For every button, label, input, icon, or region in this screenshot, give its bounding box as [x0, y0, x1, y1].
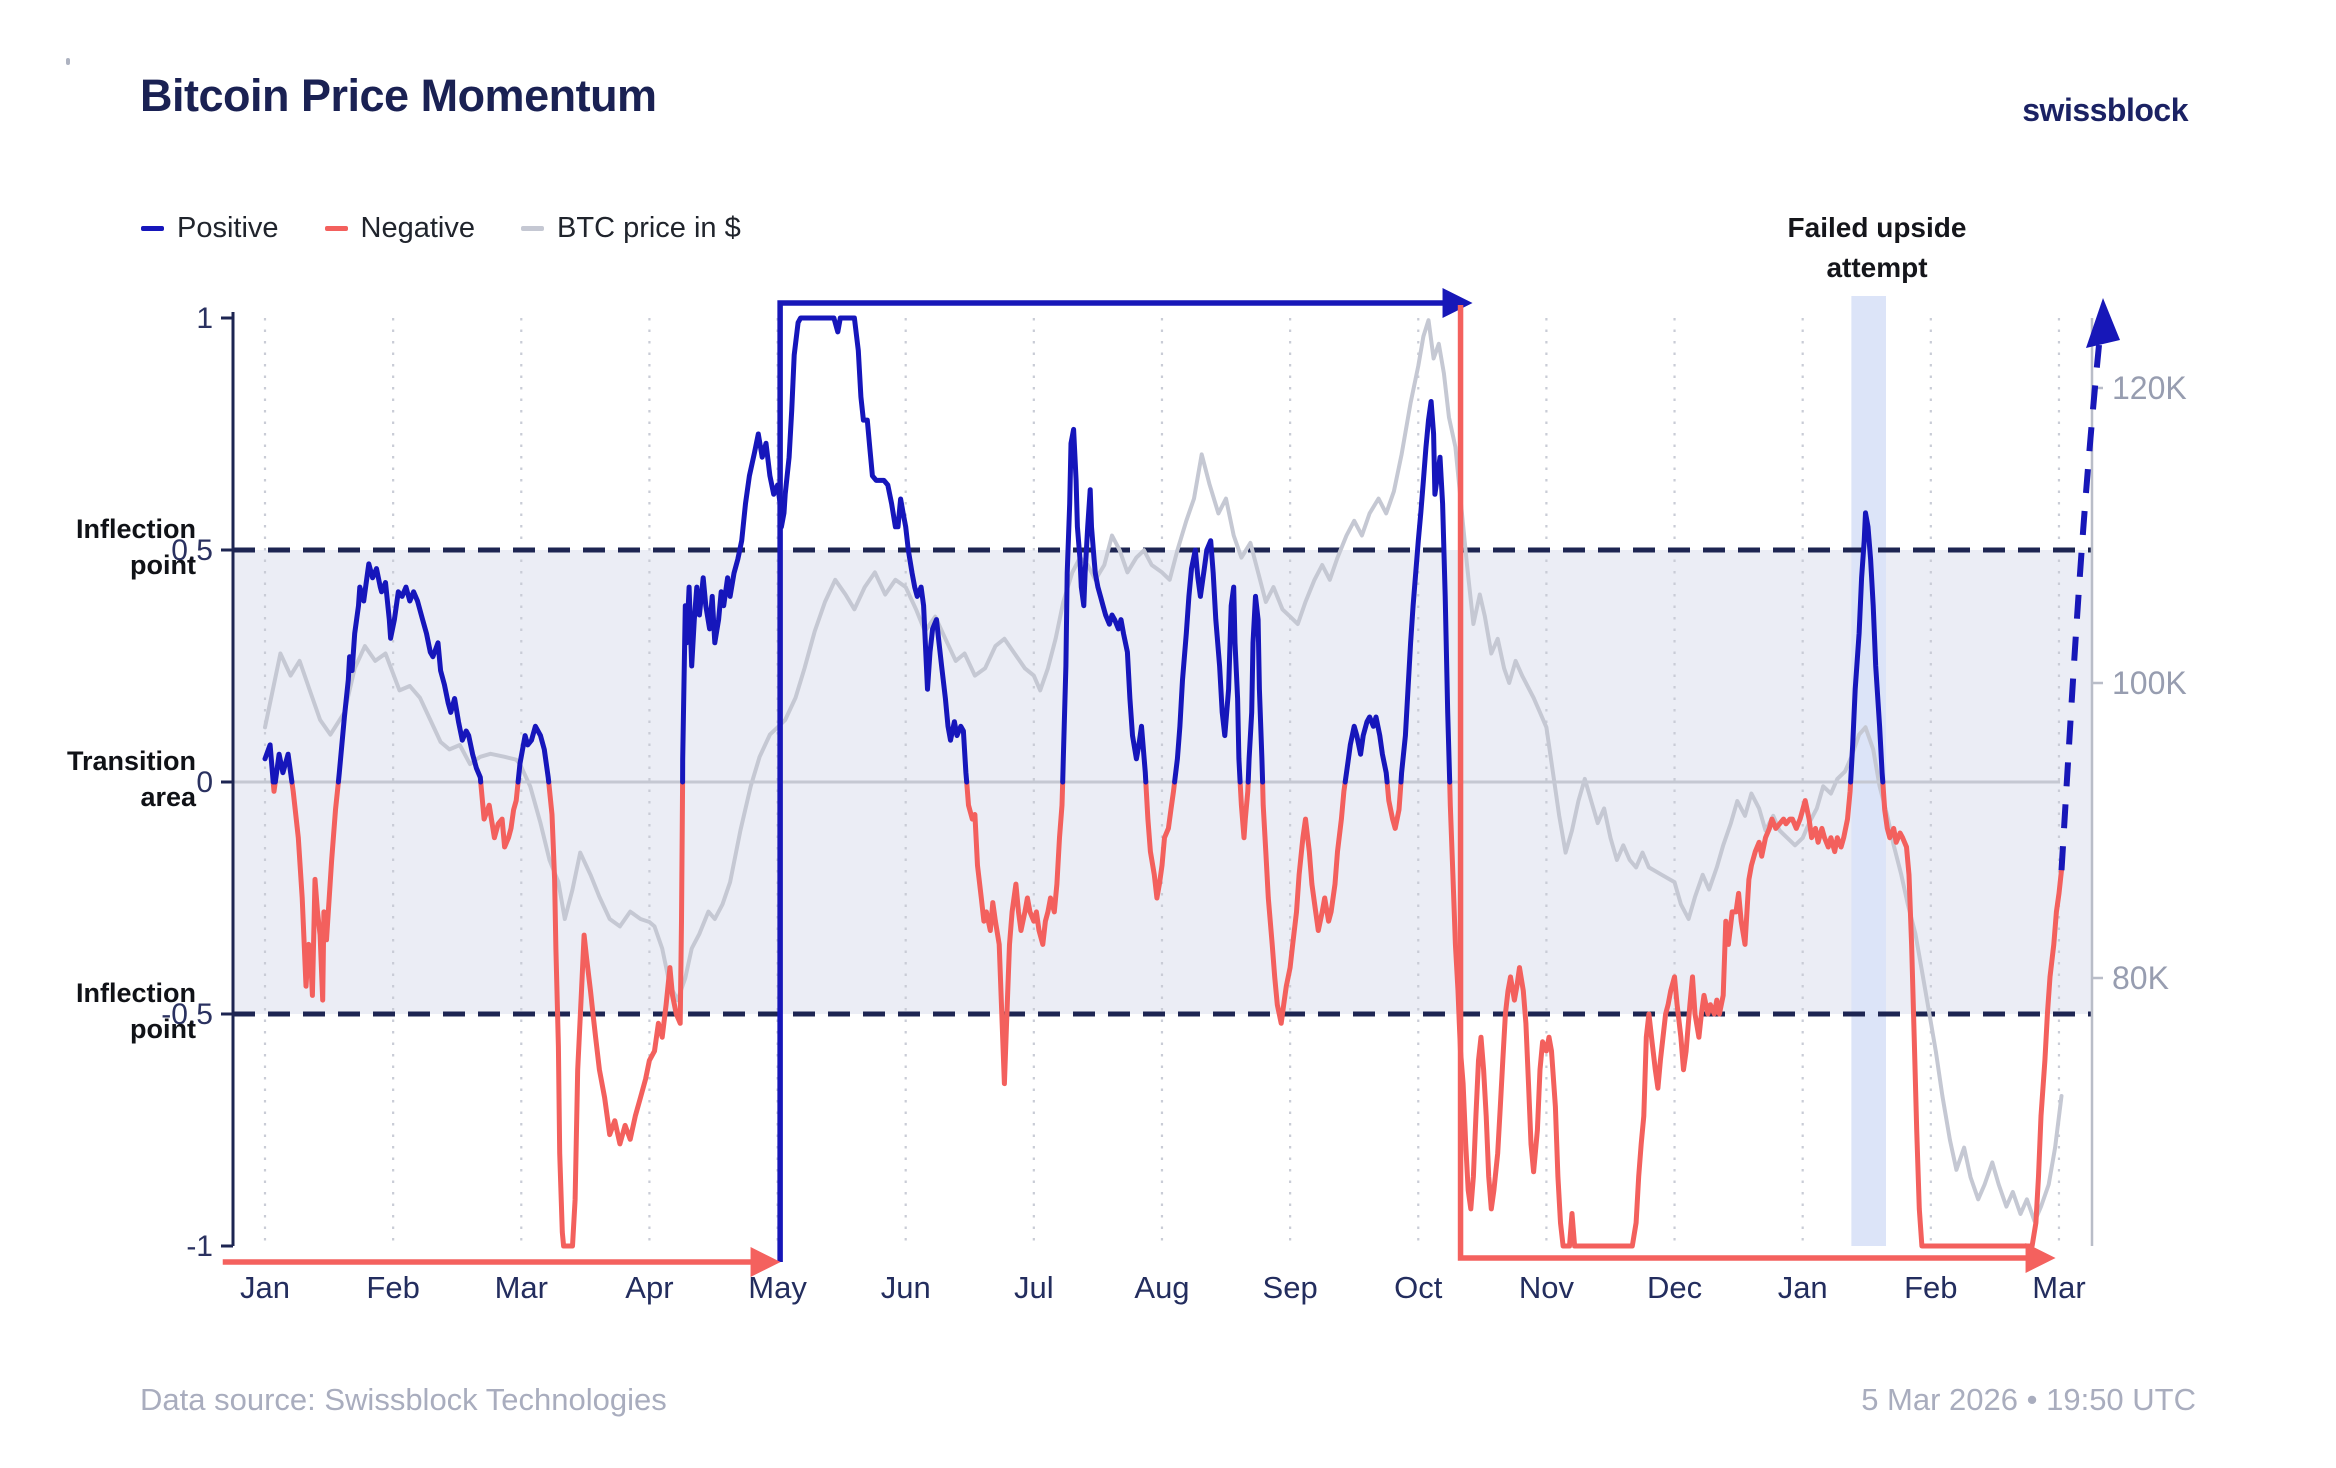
timestamp-text: 5 Mar 2026 • 19:50 UTC	[1861, 1382, 2196, 1417]
x-axis-label: Aug	[1134, 1270, 1189, 1305]
axis-annotation-line2: point	[130, 550, 196, 580]
right-axis-tick-label: 120K	[2112, 370, 2187, 406]
x-axis-label: Jul	[1014, 1270, 1054, 1305]
left-axis-tick-label: -1	[186, 1230, 213, 1263]
x-axis-label: Apr	[625, 1270, 673, 1305]
x-axis-label: Nov	[1519, 1270, 1575, 1305]
x-axis-label: Feb	[1904, 1270, 1957, 1305]
x-axis-label: Jan	[1778, 1270, 1828, 1305]
legend-label: BTC price in $	[557, 212, 741, 244]
btc-price-line	[263, 318, 2064, 1224]
x-axis-label: Dec	[1647, 1270, 1702, 1305]
legend-item-negative: Negative	[324, 212, 476, 245]
axis-annotation-line1: Inflection	[76, 514, 196, 544]
swissblock-logo: swissblock	[2022, 92, 2188, 128]
red-arrowhead-2	[2025, 1243, 2056, 1273]
red-arrowhead-1	[750, 1247, 781, 1277]
blue-span-line	[777, 300, 1445, 1262]
x-axis-label: Oct	[1394, 1270, 1443, 1305]
axis-annotation-line2: area	[140, 782, 197, 812]
left-axis-tick-label: 0	[196, 766, 213, 799]
blue-arrowhead	[1442, 288, 1473, 318]
failed-upside-line1: Failed upside	[1787, 212, 1967, 243]
page-title: Bitcoin Price Momentum	[140, 70, 657, 121]
failed-upside-line2: attempt	[1826, 252, 1928, 283]
x-axis-label: Feb	[366, 1270, 419, 1305]
x-axis-label: Jan	[240, 1270, 290, 1305]
projection-dashed-line	[2058, 344, 2102, 871]
momentum-negative-line	[270, 779, 2064, 1249]
right-axis-tick-label: 80K	[2112, 960, 2169, 996]
x-axis-label: May	[748, 1270, 807, 1305]
legend-item-btc-price-in-: BTC price in $	[521, 212, 741, 245]
legend-dash-icon	[141, 226, 164, 231]
legend-item-positive: Positive	[141, 212, 279, 245]
red-span2-line	[1457, 305, 2028, 1261]
legend-label: Positive	[177, 212, 279, 244]
x-axis-label: Mar	[2032, 1270, 2085, 1305]
left-axis-tick-label: 1	[196, 302, 213, 335]
axis-annotation-line2: point	[130, 1014, 196, 1044]
left-axis-tick-label: -0.5	[161, 998, 213, 1031]
momentum-positive-line	[262, 315, 1886, 785]
axis-annotation-line1: Inflection	[76, 978, 196, 1008]
chart-legend: Positive Negative BTC price in $	[141, 212, 741, 245]
x-axis-label: Jun	[881, 1270, 931, 1305]
legend-dash-icon	[324, 226, 348, 231]
left-axis-tick-label: 0.5	[171, 534, 213, 567]
axis-annotation-line1: Transition	[67, 746, 196, 776]
legend-dash-icon	[521, 226, 545, 231]
projection-arrowhead	[2086, 298, 2120, 348]
failed-upside-callout: Failed upside attempt	[1744, 208, 2010, 288]
x-axis-label: Mar	[495, 1270, 548, 1305]
stray-mark	[66, 58, 70, 65]
x-axis-label: Sep	[1263, 1270, 1318, 1305]
data-source-text: Data source: Swissblock Technologies	[140, 1382, 667, 1417]
legend-label: Negative	[360, 212, 476, 244]
right-axis-tick-label: 100K	[2112, 665, 2187, 701]
